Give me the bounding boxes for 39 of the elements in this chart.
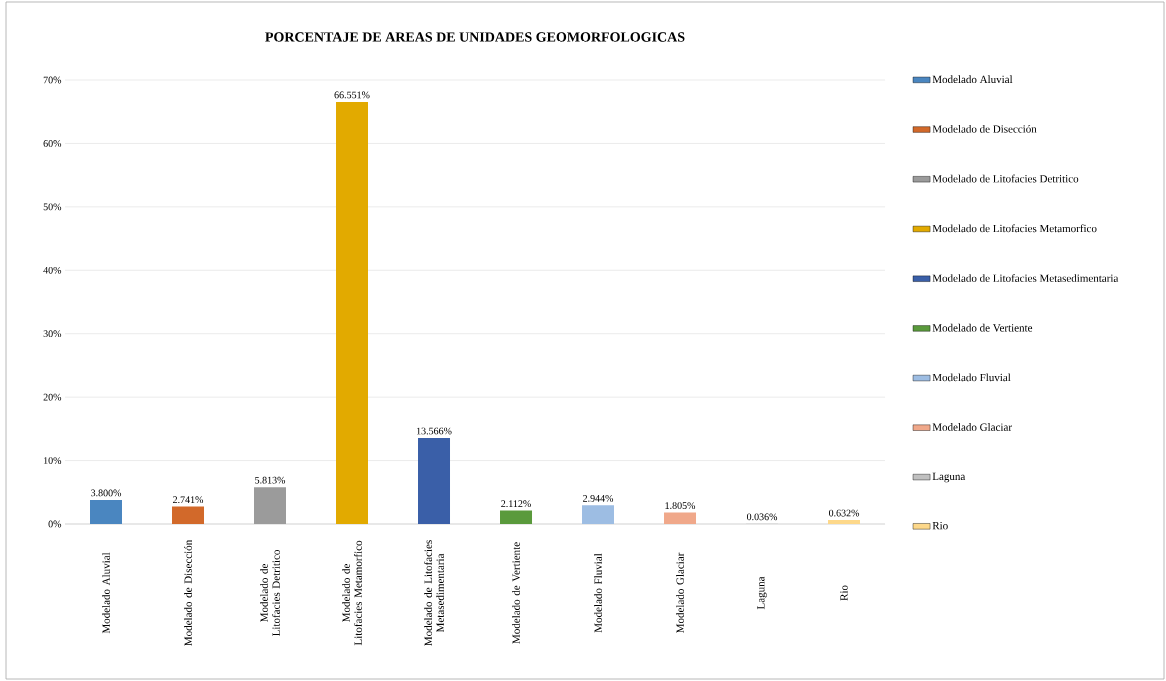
data-label: 1.805% (665, 502, 696, 510)
legend-label: Modelado de Litofacies Metasedimentaria (932, 274, 1119, 282)
data-label: 13.566% (416, 427, 452, 435)
legend-label: Modelado de Vertiente (932, 323, 1033, 332)
legend-label: Modelado Glaciar (932, 423, 1012, 431)
legend-label: Modelado Fluvial (932, 373, 1011, 382)
y-tick-label: 60% (43, 140, 62, 147)
data-label: 5.813% (255, 476, 286, 484)
x-tick-label: Rio (840, 585, 848, 601)
legend-label: Laguna (932, 472, 966, 483)
data-label: 2.944% (583, 495, 614, 502)
y-tick-label: 0% (48, 520, 62, 528)
x-tick-label: Modelado Aluvial (102, 552, 110, 634)
y-tick-label: 10% (44, 457, 62, 464)
data-label: 2.741% (173, 496, 204, 504)
x-tick-label: Modelado Fluvial (594, 553, 602, 633)
y-tick-label: 20% (43, 393, 62, 401)
y-tick-label: 50% (43, 203, 62, 211)
legend-label: Modelado Aluvial (932, 75, 1013, 84)
x-tick-label: Modelado Glaciar (676, 552, 684, 633)
legend-label: Modelado de Litofacies Detritico (932, 174, 1079, 183)
data-label: 0.632% (828, 509, 860, 517)
chart-title: PORCENTAJE DE AREAS DE UNIDADES GEOMORFOLOGICAS (265, 32, 685, 42)
x-tick-label: Modelado de Litofacies Metamorfico (342, 540, 362, 646)
y-tick-label: 40% (43, 266, 62, 274)
x-tick-label: Modelado de Litofacies Detritico (260, 550, 280, 637)
legend-label: Modelado de Disección (932, 124, 1037, 133)
x-tick-label: Modelado de Litofacies Metasedimentaria (424, 540, 444, 646)
data-label: 66.551% (334, 91, 370, 99)
x-tick-label: Modelado de Vertiente (512, 542, 520, 644)
y-tick-label: 30% (43, 330, 62, 338)
x-tick-label: Laguna (757, 576, 767, 610)
data-label: 0.036% (746, 513, 778, 521)
data-label: 2.112% (501, 500, 531, 508)
legend-label: Rio (932, 521, 948, 530)
y-tick-label: 70% (43, 76, 62, 84)
x-tick-label: Modelado de Disección (184, 539, 192, 646)
data-label: 3.800% (91, 489, 122, 497)
legend-label: Modelado de Litofacies Metamorfico (932, 224, 1097, 233)
